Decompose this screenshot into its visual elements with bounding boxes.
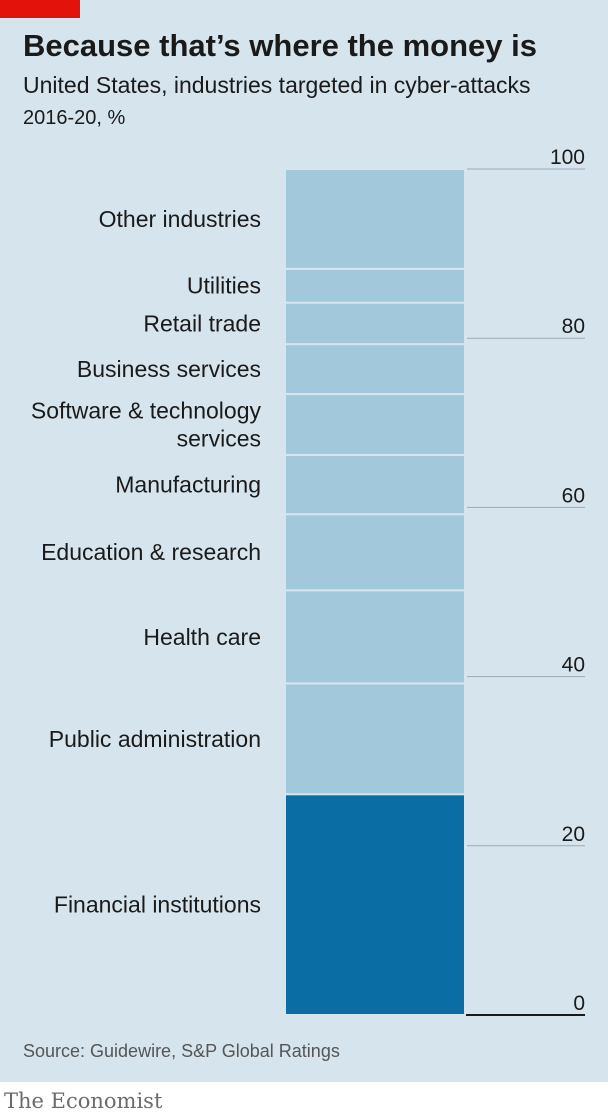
segment-label: Financial institutions xyxy=(54,892,261,918)
bar-segment xyxy=(284,513,466,592)
bar-segment xyxy=(284,589,466,685)
bar-segment xyxy=(284,793,466,1016)
chart-title: Because that’s where the money is xyxy=(23,28,537,63)
segment-label: Utilities xyxy=(187,273,261,299)
segment-label: Health care xyxy=(143,624,261,650)
chart-subtitle: United States, industries targeted in cy… xyxy=(23,72,531,98)
segment-label: Business services xyxy=(77,356,261,382)
publisher-logo: The Economist xyxy=(4,1089,163,1113)
bar-segment xyxy=(284,301,466,346)
bar-segment xyxy=(284,453,466,516)
bar-segment xyxy=(284,682,466,796)
y-tick-label: 100 xyxy=(550,146,585,169)
y-tick-label: 40 xyxy=(562,654,585,677)
y-tick-label: 0 xyxy=(573,992,585,1015)
source-note: Source: Guidewire, S&P Global Ratings xyxy=(23,1041,340,1061)
bar-segment xyxy=(284,267,466,304)
brand-tag xyxy=(0,0,80,18)
bar-segment xyxy=(284,168,466,270)
segment-label: Other industries xyxy=(99,206,261,232)
y-tick-label: 60 xyxy=(562,484,585,507)
stacked-bar-chart: 0 20 40 60 80 100 Financial institutions Publi… xyxy=(31,146,585,1016)
segment-label: Retail trade xyxy=(143,310,261,336)
y-tick-label: 20 xyxy=(562,823,585,846)
bar-segment xyxy=(284,343,466,396)
segment-label: Software & technology xyxy=(31,397,262,423)
segment-label: Education & research xyxy=(41,539,261,565)
segment-label: services xyxy=(177,425,261,451)
bar-segment xyxy=(284,393,466,456)
y-tick-label: 80 xyxy=(562,315,585,338)
segment-label: Public administration xyxy=(49,726,261,752)
chart-unit-label: 2016-20, % xyxy=(23,107,126,129)
segment-label: Manufacturing xyxy=(115,472,261,498)
